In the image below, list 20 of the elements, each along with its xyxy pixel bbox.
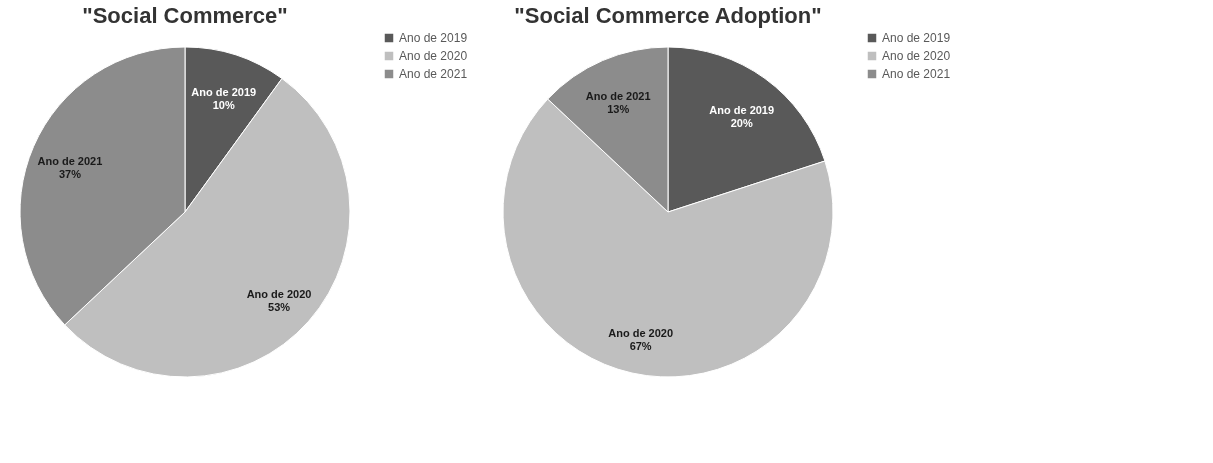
chart-title: "Social Commerce Adoption" (514, 3, 822, 28)
data-label: 53% (268, 300, 291, 313)
legend-label: Ano de 2019 (399, 31, 468, 45)
slice-label: Ano de 2019 (191, 85, 257, 98)
legend-label: Ano de 2020 (399, 49, 468, 63)
legend-label: Ano de 2019 (882, 31, 951, 45)
legend-label: Ano de 2020 (882, 49, 951, 63)
legend-label: Ano de 2021 (882, 67, 951, 81)
slice-label: Ano de 2020 (246, 287, 312, 300)
legend-label: Ano de 2021 (399, 67, 468, 81)
slice-label: Ano de 2021 (585, 89, 651, 102)
data-label: 13% (607, 102, 630, 115)
data-label: 37% (58, 168, 82, 181)
slice-label: Ano de 2019 (709, 103, 775, 116)
slice-label: Ano de 2021 (37, 155, 103, 168)
data-label: 10% (212, 98, 235, 111)
slice-label: Ano de 2020 (608, 327, 674, 340)
chart-title: "Social Commerce" (82, 3, 288, 28)
data-label: 20% (730, 116, 753, 129)
data-label: 67% (629, 340, 652, 353)
